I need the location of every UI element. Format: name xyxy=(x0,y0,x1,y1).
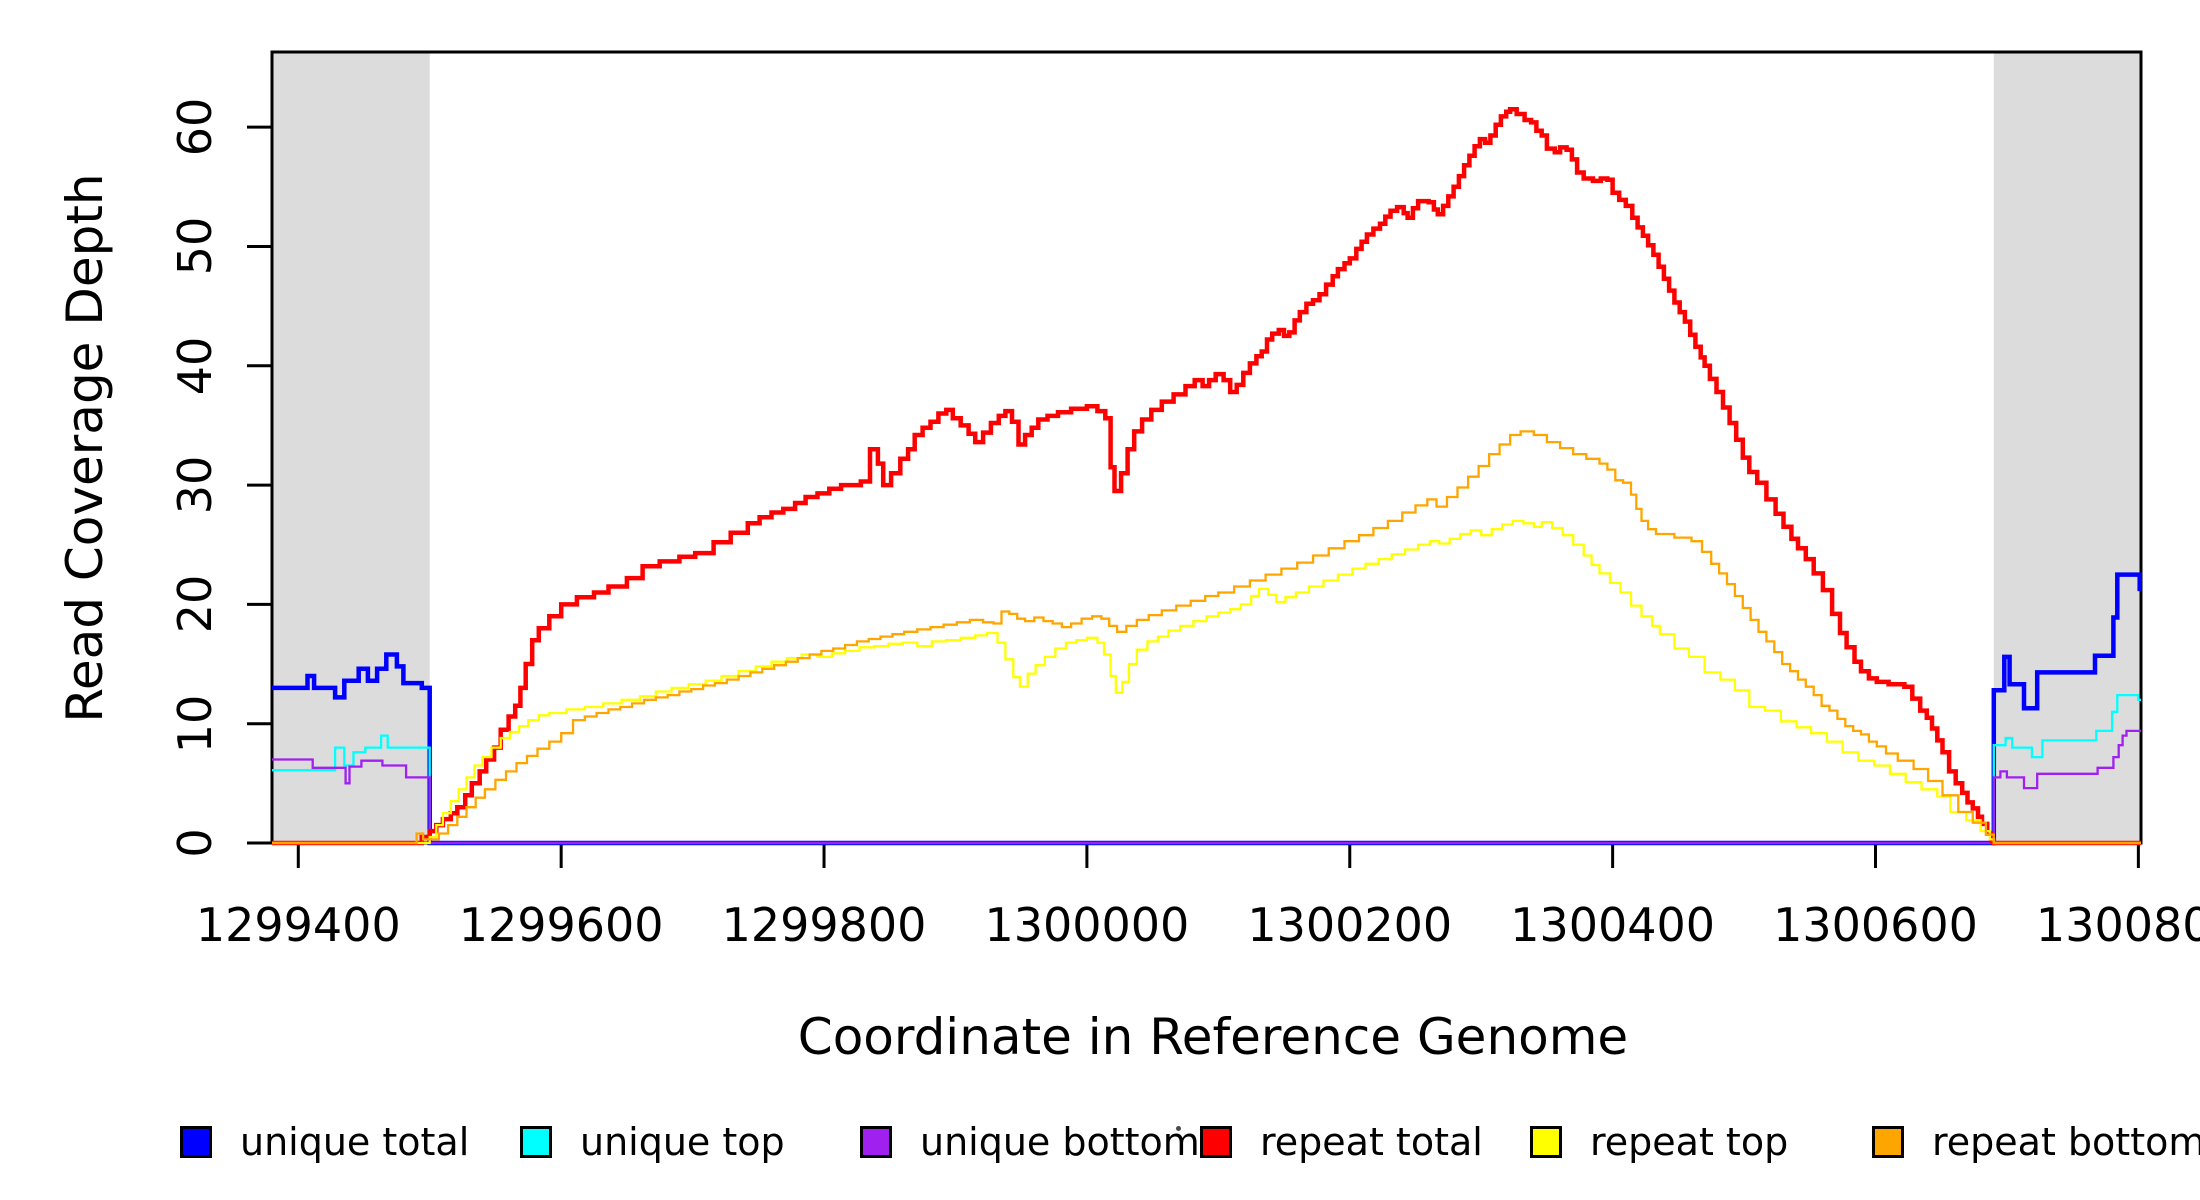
x-tick-label: 1300800 xyxy=(2035,898,2200,952)
series-repeat-total xyxy=(272,107,2141,846)
x-tick-label: 1299800 xyxy=(721,898,927,952)
plot-box-group xyxy=(247,50,2143,868)
x-tick-label: 1299400 xyxy=(195,898,401,952)
x-tick-label: 1300600 xyxy=(1773,898,1978,952)
shaded-region-band xyxy=(1993,52,2141,843)
x-axis-title: Coordinate in Reference Genome xyxy=(797,1008,1629,1066)
y-axis-ticks xyxy=(247,125,272,845)
series-unique-top xyxy=(272,693,2141,845)
x-axis-ticks xyxy=(296,843,2140,868)
y-axis-title: Read Coverage Depth xyxy=(56,173,114,723)
series-unique-total xyxy=(272,572,2142,846)
y-tick-label: 40 xyxy=(168,336,222,396)
x-tick-label: 1300000 xyxy=(984,898,1190,952)
series-repeat-bottom xyxy=(272,430,2141,845)
y-tick-label: 20 xyxy=(168,575,222,634)
stray-dot xyxy=(1176,1126,1181,1131)
y-tick-label: 60 xyxy=(168,97,222,157)
x-tick-label: 1300400 xyxy=(1510,898,1716,952)
y-tick-label: 0 xyxy=(168,828,222,858)
y-tick-label: 50 xyxy=(168,217,222,276)
x-tick-label: 1299600 xyxy=(458,898,664,952)
x-tick-label: 1300200 xyxy=(1247,898,1453,952)
series-unique-bottom xyxy=(272,729,2141,845)
shaded-region-band xyxy=(272,52,430,843)
y-tick-label: 30 xyxy=(168,455,222,515)
y-tick-label: 10 xyxy=(168,694,222,753)
plot-border xyxy=(270,50,2143,845)
series-repeat-top xyxy=(272,519,2141,845)
